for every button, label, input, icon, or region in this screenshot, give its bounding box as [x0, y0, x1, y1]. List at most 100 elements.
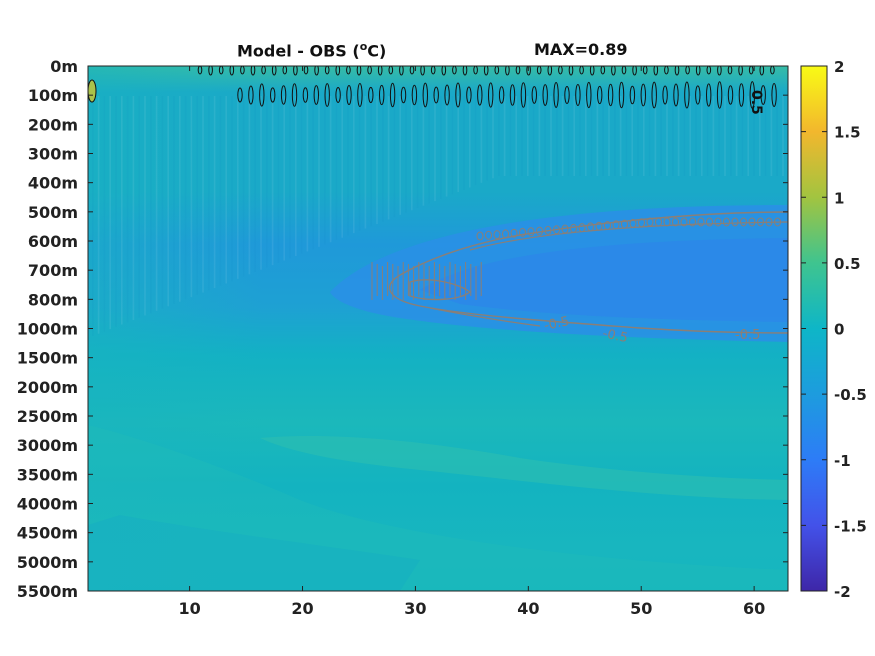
noise-stripe: [283, 96, 285, 261]
noise-stripe: [625, 96, 628, 176]
noise-stripe: [532, 96, 535, 176]
positive-contour: [589, 66, 595, 76]
noise-stripe: [672, 96, 674, 176]
noise-stripe: [190, 96, 193, 298]
noise-stripe: [405, 96, 407, 213]
noise-stripe: [648, 96, 651, 176]
noise-stripe: [97, 96, 100, 334]
positive-contour: [208, 66, 213, 76]
noise-stripe: [167, 96, 169, 307]
positive-contour: [197, 66, 203, 75]
noise-stripe: [254, 96, 256, 272]
positive-contour: [515, 66, 521, 75]
noise-stripe: [556, 96, 558, 176]
y-tick-label: 600m: [28, 232, 78, 251]
noise-stripe: [196, 96, 198, 295]
noise-stripe: [712, 96, 715, 176]
negative-contour: [553, 225, 560, 235]
positive-contour: [237, 87, 243, 103]
positive-contour: [706, 83, 712, 107]
noise-stripe: [225, 96, 227, 284]
negative-contour: [485, 230, 492, 240]
positive-contour: [662, 85, 668, 105]
positive-contour: [483, 66, 489, 76]
noise-stripe: [619, 96, 622, 176]
negative-contour: [680, 217, 688, 227]
positive-contour: [607, 83, 614, 107]
contour-label: -0.5: [543, 314, 571, 334]
noise-stripe: [208, 96, 210, 291]
positive-contour: [444, 84, 450, 106]
positive-contour: [738, 83, 745, 107]
positive-contour: [531, 86, 537, 104]
noise-stripe: [242, 96, 245, 277]
positive-contour: [621, 66, 627, 75]
positive-contour: [399, 66, 404, 76]
positive-contour: [759, 66, 765, 76]
noise-stripe: [608, 96, 610, 176]
y-tick-label: 5500m: [17, 582, 78, 601]
positive-contour: [259, 83, 265, 107]
positive-contour: [558, 66, 563, 75]
positive-contour: [335, 87, 341, 103]
colorbar-tick-label: 0.5: [834, 255, 861, 273]
negative-contour: [740, 217, 747, 227]
noise-stripe: [654, 96, 657, 176]
positive-contour: [575, 83, 581, 107]
positive-contour: [473, 66, 478, 75]
colorbar-tick-label: -1.5: [834, 517, 867, 535]
positive-contour: [229, 66, 235, 76]
heatmap-field: 0.5 -0.5 -0.5 -0.5: [88, 66, 788, 591]
positive-contour: [250, 66, 256, 76]
negative-contour: [561, 224, 569, 234]
positive-contour: [430, 66, 436, 75]
positive-contour: [749, 81, 755, 109]
noise-stripe: [515, 96, 517, 176]
noise-stripe: [202, 96, 204, 293]
positive-contour: [240, 66, 245, 75]
colorbar-tick-label: 1: [834, 189, 844, 207]
y-tick-label: 3000m: [17, 436, 78, 455]
noise-stripe: [474, 96, 477, 186]
positive-contour: [270, 87, 276, 103]
positive-contour: [324, 83, 330, 107]
noise-stripe: [179, 96, 181, 302]
colorbar-tick-label: -2: [834, 583, 851, 601]
noise-stripe: [544, 96, 546, 176]
noise-stripe: [306, 96, 309, 252]
noise-stripe: [567, 96, 570, 176]
noise-stripe: [561, 96, 564, 176]
noise-stripe: [660, 96, 662, 176]
negative-contour: [697, 217, 705, 227]
positive-contour: [420, 66, 425, 76]
noise-stripe: [434, 96, 436, 202]
positive-contour: [379, 84, 385, 106]
negative-contour: [570, 223, 577, 233]
positive-contour: [346, 66, 351, 75]
positive-contour: [770, 66, 775, 75]
noise-stripe: [463, 96, 465, 190]
noise-stripe: [109, 96, 111, 330]
positive-contour: [389, 82, 396, 108]
positive-contour: [597, 85, 603, 105]
noise-stripe: [341, 96, 343, 238]
x-tick-label: 20: [291, 599, 313, 618]
colorbar-tick-label: -1: [834, 452, 851, 470]
noise-stripe: [300, 96, 303, 254]
negative-contour: [629, 218, 637, 228]
noise-stripe: [666, 96, 668, 176]
negative-contour: [612, 220, 620, 230]
positive-contour: [640, 83, 646, 107]
positive-contour: [695, 85, 701, 105]
negative-contour: [714, 217, 722, 227]
colorbar-tick-label: 2: [834, 58, 844, 76]
positive-contour: [727, 66, 733, 75]
positive-contour: [261, 66, 266, 75]
noise-stripe: [718, 96, 720, 176]
x-tick-label: 40: [517, 599, 539, 618]
positive-contour: [302, 87, 309, 103]
positive-contour: [586, 81, 592, 109]
positive-contour: [455, 82, 461, 108]
y-tick-label: 1000m: [17, 320, 78, 339]
positive-contour: [664, 66, 669, 75]
